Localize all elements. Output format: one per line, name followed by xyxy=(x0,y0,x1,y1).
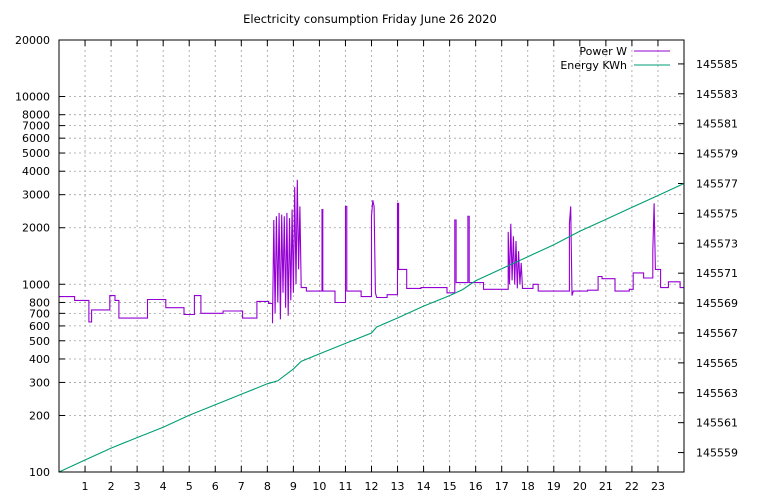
y-left-tick-label: 300 xyxy=(29,376,50,389)
x-tick-label: 9 xyxy=(290,480,297,493)
legend-label-power: Power W xyxy=(579,45,627,58)
x-tick-label: 1 xyxy=(82,480,89,493)
y-left-tick-label: 8000 xyxy=(22,109,50,122)
y-left-tick-label: 20000 xyxy=(15,34,50,47)
x-tick-label: 12 xyxy=(365,480,379,493)
y-left-tick-label: 3000 xyxy=(22,189,50,202)
y-left-tick-label: 400 xyxy=(29,353,50,366)
y-right-tick-label: 145577 xyxy=(696,178,738,191)
x-tick-label: 22 xyxy=(625,480,639,493)
series-line-energy xyxy=(58,183,685,473)
x-tick-label: 23 xyxy=(651,480,665,493)
x-tick-label: 14 xyxy=(417,480,431,493)
y-right-tick-label: 145565 xyxy=(696,357,738,370)
plot-frame xyxy=(58,39,685,473)
y-left-tick-label: 200 xyxy=(29,409,50,422)
chart-title: Electricity consumption Friday June 26 2… xyxy=(243,12,497,26)
y-right-tick-label: 145581 xyxy=(696,118,738,131)
y-right-tick-label: 145575 xyxy=(696,207,738,220)
x-tick-label: 8 xyxy=(264,480,271,493)
x-tick-label: 16 xyxy=(469,480,483,493)
y-right-tick-label: 145579 xyxy=(696,148,738,161)
x-tick-label: 6 xyxy=(212,480,219,493)
y-left-tick-label: 100 xyxy=(29,466,50,479)
x-tick-label: 17 xyxy=(495,480,509,493)
y-right-tick-label: 145571 xyxy=(696,267,738,280)
x-tick-label: 13 xyxy=(391,480,405,493)
y-right-tick-label: 145585 xyxy=(696,58,738,71)
x-tick-label: 10 xyxy=(312,480,326,493)
y-right-tick-label: 145573 xyxy=(696,237,738,250)
x-tick-label: 5 xyxy=(186,480,193,493)
y-right-tick-label: 145563 xyxy=(696,387,738,400)
x-tick-label: 19 xyxy=(547,480,561,493)
x-tick-label: 4 xyxy=(160,480,167,493)
y-left-tick-label: 1000 xyxy=(22,278,50,291)
y-left-tick-label: 5000 xyxy=(22,147,50,160)
x-tick-label: 18 xyxy=(521,480,535,493)
series-line-power xyxy=(59,179,684,324)
y-left-tick-label: 500 xyxy=(29,335,50,348)
x-tick-label: 15 xyxy=(443,480,457,493)
right-axis: 145559 145561 145563 145565 145567 145569 1455… xyxy=(678,58,738,460)
x-tick-label: 11 xyxy=(338,480,352,493)
x-tick-label: 21 xyxy=(599,480,613,493)
y-left-tick-label: 700 xyxy=(29,307,50,320)
y-right-tick-label: 145561 xyxy=(696,417,738,430)
y-left-tick-label: 4000 xyxy=(22,165,50,178)
y-left-tick-label: 2000 xyxy=(22,222,50,235)
y-left-tick-label: 800 xyxy=(29,296,50,309)
y-right-tick-label: 145567 xyxy=(696,327,738,340)
y-right-tick-label: 145569 xyxy=(696,297,738,310)
x-tick-label: 20 xyxy=(573,480,587,493)
x-axis: 1 2 3 4 5 6 7 8 9 10 11 12 13 14 15 16 17 18 19 20 21 22 23 xyxy=(82,40,665,493)
series-layer xyxy=(58,179,685,473)
x-tick-label: 3 xyxy=(134,480,141,493)
y-right-tick-label: 145559 xyxy=(696,447,738,460)
y-left-tick-label: 6000 xyxy=(22,132,50,145)
x-tick-label: 7 xyxy=(238,480,245,493)
x-tick-label: 2 xyxy=(108,480,115,493)
y-left-tick-label: 7000 xyxy=(22,120,50,133)
y-right-tick-label: 145583 xyxy=(696,88,738,101)
y-left-tick-label: 600 xyxy=(29,320,50,333)
y-left-tick-label: 10000 xyxy=(15,91,50,104)
legend-label-energy: Energy KWh xyxy=(560,59,627,72)
